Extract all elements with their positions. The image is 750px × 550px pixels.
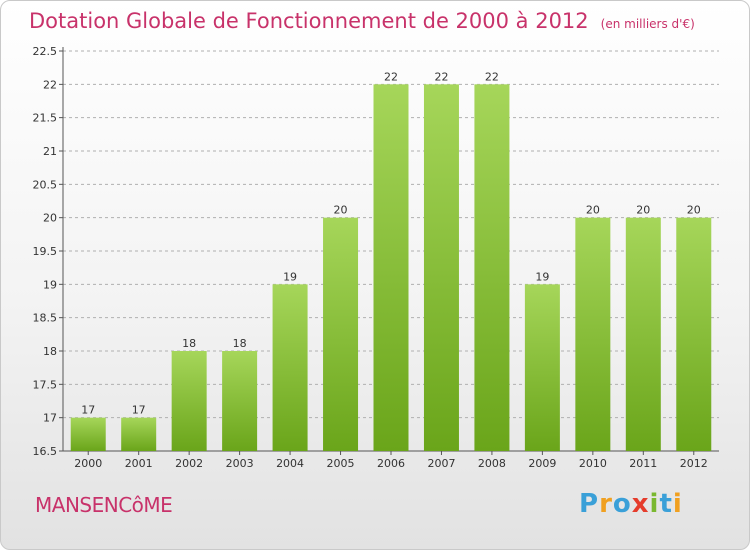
x-tick-label: 2003 [226,457,254,470]
logo-letter: P [579,489,600,519]
logo-letter: x [631,489,650,519]
x-tick-label: 2008 [478,457,506,470]
x-tick-label: 2007 [427,457,455,470]
x-tick-label: 2004 [276,457,304,470]
bar-2004 [272,284,308,451]
logo-letter: o [612,489,632,519]
y-tick-label: 20.5 [33,178,58,191]
bar-2007 [423,84,459,451]
bar-2011 [625,217,661,451]
bar-value-label: 17 [81,404,95,417]
x-tick-label: 2005 [327,457,355,470]
bar-value-label: 17 [132,404,146,417]
y-tick-label: 22 [43,78,57,91]
chart-title: Dotation Globale de Fonctionnement de 20… [29,9,695,33]
logo-letter: i [649,489,660,519]
bar-value-label: 18 [182,337,196,350]
x-tick-label: 2009 [528,457,556,470]
bar-2000 [70,417,106,451]
bar-value-label: 20 [334,204,348,217]
y-tick-label: 22.5 [33,45,58,58]
bar-2001 [121,417,157,451]
bar-value-label: 22 [384,70,398,83]
chart-title-unit: (en milliers d'€) [600,17,695,31]
chart-title-main: Dotation Globale de Fonctionnement de 20… [29,9,589,33]
proxiti-logo: Proxiti [579,489,683,519]
x-tick-label: 2010 [579,457,607,470]
x-tick-label: 2012 [680,457,708,470]
bar-value-label: 22 [434,70,448,83]
y-tick-label: 16.5 [33,445,58,458]
bar-2008 [474,84,510,451]
bar-2003 [222,351,258,451]
bar-value-label: 20 [636,204,650,217]
x-tick-label: 2011 [629,457,657,470]
bar-2005 [323,217,359,451]
bar-value-label: 18 [233,337,247,350]
bar-2006 [373,84,409,451]
bar-2012 [676,217,712,451]
logo-letter: t [659,489,673,519]
bar-value-label: 19 [283,270,297,283]
y-tick-label: 18 [43,345,57,358]
logo-letter: r [599,489,613,519]
bar-2009 [524,284,560,451]
logo-letter: i [672,489,683,519]
bar-value-label: 20 [687,204,701,217]
bar-value-label: 22 [485,70,499,83]
y-tick-label: 21.5 [33,112,58,125]
bar-2010 [575,217,611,451]
y-tick-label: 19 [43,278,57,291]
bar-2002 [171,351,207,451]
y-tick-label: 20 [43,212,57,225]
commune-name: MANSENCôME [35,493,173,517]
x-tick-label: 2002 [175,457,203,470]
x-tick-label: 2006 [377,457,405,470]
y-tick-label: 21 [43,145,57,158]
y-tick-label: 17.5 [33,378,58,391]
bar-value-label: 19 [535,270,549,283]
x-tick-label: 2001 [125,457,153,470]
bar-value-label: 20 [586,204,600,217]
y-tick-label: 19.5 [33,245,58,258]
y-tick-label: 17 [43,412,57,425]
x-tick-label: 2000 [74,457,102,470]
y-tick-label: 18.5 [33,312,58,325]
